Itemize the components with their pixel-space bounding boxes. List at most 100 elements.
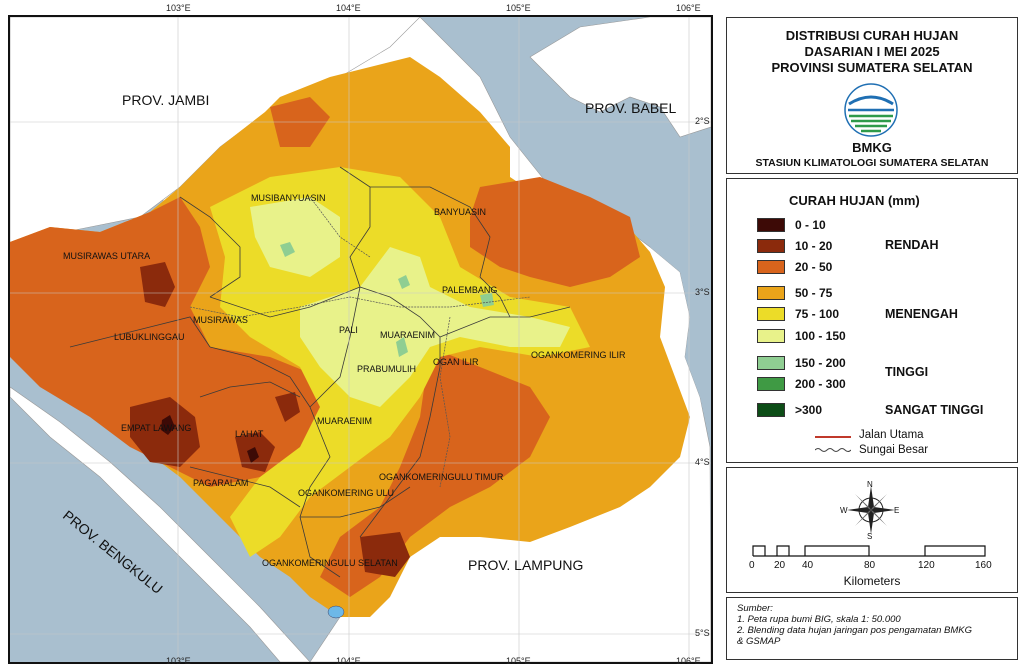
legend-item: 200 - 300 xyxy=(757,376,846,392)
scale-unit: Kilometers xyxy=(843,574,901,588)
zone-100-150 xyxy=(250,197,340,277)
zone-10-20-lahat-east xyxy=(275,392,300,422)
label-muaraenim: MUARAENIM xyxy=(317,416,373,426)
zone-20-50-south xyxy=(320,347,550,597)
scale-tick-120: 120 xyxy=(918,560,935,571)
source-line-1: 1. Peta rupa bumi BIG, skala 1: 50.000 xyxy=(737,614,901,625)
coast-bengkulu xyxy=(10,386,311,662)
zone-150-200-b xyxy=(398,275,410,289)
scale-bar xyxy=(752,545,986,557)
label-prov-lampung: PROV. LAMPUNG xyxy=(468,557,584,573)
source-heading: Sumber: xyxy=(737,603,773,614)
scale-tick-80: 80 xyxy=(864,560,876,571)
compass-n: N xyxy=(867,480,873,489)
scale-tick-0: 0 xyxy=(749,560,755,571)
label-muaraenim-top: MUARAENIM xyxy=(380,330,436,340)
lat-tick-3s: 3°S xyxy=(695,287,710,297)
bmkg-logo xyxy=(844,83,898,137)
lon-tick-bottom-104: 104°E xyxy=(336,656,361,666)
label-pagaralam: PAGARALAM xyxy=(193,478,249,488)
legend-label: 0 - 10 xyxy=(795,218,826,232)
legend-item: >300 xyxy=(757,402,822,418)
source-line-3: & GSMAP xyxy=(737,636,781,647)
legend-swatch xyxy=(757,329,785,343)
scale-tick-160: 160 xyxy=(975,560,992,571)
scale-tick-20: 20 xyxy=(774,560,786,571)
label-prabumulih: PRABUMULIH xyxy=(357,364,417,374)
label-musirawas: MUSIRAWAS xyxy=(193,315,248,325)
legend-item: 10 - 20 xyxy=(757,238,832,254)
legend-label: 200 - 300 xyxy=(795,377,846,391)
major-rivers xyxy=(189,196,531,488)
agency-name: STASIUN KLIMATOLOGI SUMATERA SELATAN xyxy=(755,157,989,169)
lake-ranau xyxy=(327,605,345,619)
source-panel: Sumber: 1. Peta rupa bumi BIG, skala 1: … xyxy=(726,597,1018,660)
lon-tick-bottom-106: 106°E xyxy=(676,656,701,666)
legend-heading: CURAH HUJAN (mm) xyxy=(789,193,920,208)
legend-swatch xyxy=(757,239,785,253)
lon-tick-top-105: 105°E xyxy=(506,3,531,13)
title-panel: DISTRIBUSI CURAH HUJAN DASARIAN I MEI 20… xyxy=(726,17,1018,174)
land-babel xyxy=(529,17,711,138)
lat-tick-2s: 2°S xyxy=(695,116,710,126)
zone-150-200-c xyxy=(396,337,408,357)
legend-label: >300 xyxy=(795,403,823,417)
legend-swatch xyxy=(757,218,785,232)
zone-100-150-central xyxy=(300,247,570,407)
legend-swatch xyxy=(757,356,785,370)
compass-w: W xyxy=(840,506,848,515)
map-title-line3: PROVINSI SUMATERA SELATAN xyxy=(771,60,973,75)
legend-swatch xyxy=(757,377,785,391)
zone-10-20-musirawas-utara xyxy=(140,262,175,307)
zone-20-50-east xyxy=(470,177,640,287)
river-label: Sungai Besar xyxy=(859,444,929,456)
label-musibanyuasin: MUSIBANYUASIN xyxy=(251,193,326,203)
lon-tick-top-103: 103°E xyxy=(166,3,191,13)
label-lahat: LAHAT xyxy=(235,429,264,439)
compass-rose-icon xyxy=(847,486,895,534)
zone-0-10-lahat xyxy=(247,447,259,463)
scale-tick-40: 40 xyxy=(802,560,814,571)
label-ogan-ilir: OGAN ILIR xyxy=(433,357,479,367)
legend-label: 150 - 200 xyxy=(795,356,846,370)
legend-item: 50 - 75 xyxy=(757,285,832,301)
legend-label: 50 - 75 xyxy=(795,286,833,300)
label-oku: OGANKOMERING ULU xyxy=(298,488,395,498)
compass-e: E xyxy=(894,506,900,515)
label-musirawas-utara: MUSIRAWAS UTARA xyxy=(63,251,151,261)
zone-150-200-d xyxy=(480,293,494,307)
legend-swatch xyxy=(757,403,785,417)
zone-150-200-a xyxy=(280,242,295,257)
lat-tick-4s: 4°S xyxy=(695,457,710,467)
label-ogankomering-ilir: OGANKOMERING ILIR xyxy=(531,350,626,360)
map-title-line2: DASARIAN I MEI 2025 xyxy=(804,44,940,59)
lon-tick-top-104: 104°E xyxy=(336,3,361,13)
label-empat-lawang: EMPAT LAWANG xyxy=(121,423,192,433)
legend-item: 75 - 100 xyxy=(757,306,839,322)
scale-panel: N S W E 0 20 40 80 120 160 Kilometers xyxy=(726,467,1018,593)
label-banyuasin: BANYUASIN xyxy=(434,207,487,217)
category-sangat-tinggi: SANGAT TINGGI xyxy=(885,403,984,417)
compass-s: S xyxy=(867,532,873,541)
label-okus: OGANKOMERINGULU SELATAN xyxy=(262,558,398,568)
label-prov-jambi: PROV. JAMBI xyxy=(122,92,210,108)
legend-label: 75 - 100 xyxy=(795,307,840,321)
label-lubuklinggau: LUBUKLINGGAU xyxy=(114,332,185,342)
regency-boundaries xyxy=(69,166,571,578)
legend-item: 0 - 10 xyxy=(757,217,826,233)
lon-tick-bottom-105: 105°E xyxy=(506,656,531,666)
legend-label: 20 - 50 xyxy=(795,260,833,274)
category-menengah: MENENGAH xyxy=(885,307,958,321)
legend-item: 150 - 200 xyxy=(757,355,846,371)
rainfall-map: PROV. JAMBI PROV. BABEL PROV. BENGKULU P… xyxy=(8,15,713,664)
lon-tick-top-106: 106°E xyxy=(676,3,701,13)
category-tinggi: TINGGI xyxy=(885,365,929,379)
label-okut: OGANKOMERINGULU TIMUR xyxy=(379,472,504,482)
river-line-icon xyxy=(815,448,851,452)
category-rendah: RENDAH xyxy=(885,238,939,252)
legend-label: 100 - 150 xyxy=(795,329,846,343)
zone-20-50-west xyxy=(10,197,330,487)
label-pali: PALI xyxy=(339,325,358,335)
legend-item: 100 - 150 xyxy=(757,328,846,344)
source-line-2: 2. Blending data hujan jaringan pos peng… xyxy=(737,625,973,636)
